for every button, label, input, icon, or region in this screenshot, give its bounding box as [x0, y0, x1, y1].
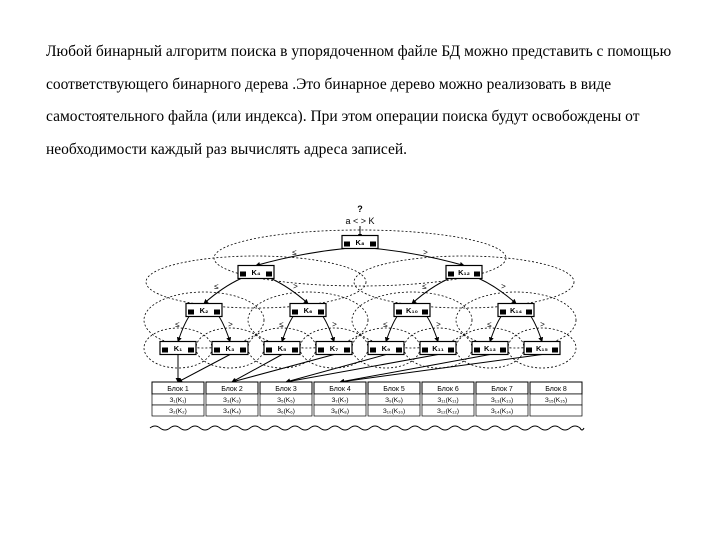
- svg-text:>: >: [423, 248, 428, 257]
- svg-text:K₇: K₇: [330, 344, 338, 353]
- svg-text:Блок 2: Блок 2: [221, 386, 243, 393]
- svg-text:З₁₅(K₁₅): З₁₅(K₁₅): [545, 397, 567, 404]
- svg-text:K₄: K₄: [252, 268, 261, 277]
- paragraph: Любой бинарный алгоритм поиска в упорядо…: [46, 36, 674, 166]
- svg-text:≤: ≤: [214, 282, 219, 291]
- svg-text:≤: ≤: [422, 282, 427, 291]
- svg-text:>: >: [436, 320, 441, 329]
- svg-text:Блок 8: Блок 8: [545, 386, 567, 393]
- svg-text:>: >: [332, 320, 337, 329]
- svg-text:K₈: K₈: [356, 238, 365, 247]
- svg-text:K₁₂: K₁₂: [458, 268, 470, 277]
- svg-text:З₆(K₆): З₆(K₆): [277, 408, 295, 415]
- svg-text:K₁₁: K₁₁: [432, 344, 444, 353]
- svg-text:≤: ≤: [487, 320, 492, 329]
- svg-text:K₆: K₆: [304, 306, 313, 315]
- svg-text:Блок 5: Блок 5: [383, 386, 405, 393]
- svg-text:Блок 4: Блок 4: [329, 386, 351, 393]
- svg-text:Блок 7: Блок 7: [491, 386, 513, 393]
- svg-text:K₉: K₉: [382, 344, 391, 353]
- svg-text:K₁₅: K₁₅: [536, 344, 549, 353]
- svg-text:K₁₀: K₁₀: [406, 306, 418, 315]
- svg-text:З₁₄(K₁₄): З₁₄(K₁₄): [491, 408, 513, 415]
- svg-text:≤: ≤: [292, 248, 297, 257]
- svg-text:З₁₃(K₁₃): З₁₃(K₁₃): [491, 397, 513, 404]
- svg-text:>: >: [293, 282, 298, 291]
- svg-text:З₃(K₃): З₃(K₃): [223, 397, 241, 404]
- svg-text:≤: ≤: [279, 320, 284, 329]
- svg-text:?: ?: [357, 204, 363, 214]
- svg-text:Блок 3: Блок 3: [275, 386, 297, 393]
- svg-text:>: >: [501, 282, 506, 291]
- svg-text:З₄(K₄): З₄(K₄): [223, 408, 241, 415]
- svg-text:З₁₂(K₁₂): З₁₂(K₁₂): [437, 408, 459, 415]
- svg-text:K₂: K₂: [200, 306, 209, 315]
- svg-text:Блок 1: Блок 1: [167, 386, 189, 393]
- diagram-wrap: ? a < > K ≤ > ≤ > ≤ > ≤ > ≤ > ≤ > ≤ > K₈ K₄ K₁₂ K₂ K₆ K₁₀ K₁₄ K…: [46, 200, 674, 460]
- svg-text:K₁₄: K₁₄: [510, 306, 523, 315]
- svg-text:>: >: [540, 320, 545, 329]
- svg-text:З₉(K₉): З₉(K₉): [385, 397, 403, 404]
- svg-text:K₅: K₅: [278, 344, 287, 353]
- svg-text:З₅(K₅): З₅(K₅): [277, 397, 295, 404]
- binary-tree-diagram: ? a < > K ≤ > ≤ > ≤ > ≤ > ≤ > ≤ > ≤ > K₈ K₄ K₁₂ K₂ K₆ K₁₀ K₁₄ K…: [130, 200, 590, 460]
- svg-text:З₇(K₇): З₇(K₇): [331, 397, 348, 404]
- svg-text:K₃: K₃: [226, 344, 235, 353]
- svg-text:≤: ≤: [175, 320, 180, 329]
- svg-text:K₁₃: K₁₃: [484, 344, 497, 353]
- svg-text:≤: ≤: [383, 320, 388, 329]
- svg-text:З₁₁(K₁₁): З₁₁(K₁₁): [437, 397, 458, 404]
- svg-text:Блок 6: Блок 6: [437, 386, 459, 393]
- svg-text:З₁(K₁): З₁(K₁): [170, 397, 187, 404]
- svg-text:a < > K: a < > K: [345, 216, 374, 226]
- svg-text:З₂(K₂): З₂(K₂): [169, 408, 187, 415]
- svg-text:K₁: K₁: [174, 344, 183, 353]
- svg-text:>: >: [228, 320, 233, 329]
- svg-text:З₈(K₈): З₈(K₈): [331, 408, 349, 415]
- svg-text:З₁₀(K₁₀): З₁₀(K₁₀): [383, 408, 405, 415]
